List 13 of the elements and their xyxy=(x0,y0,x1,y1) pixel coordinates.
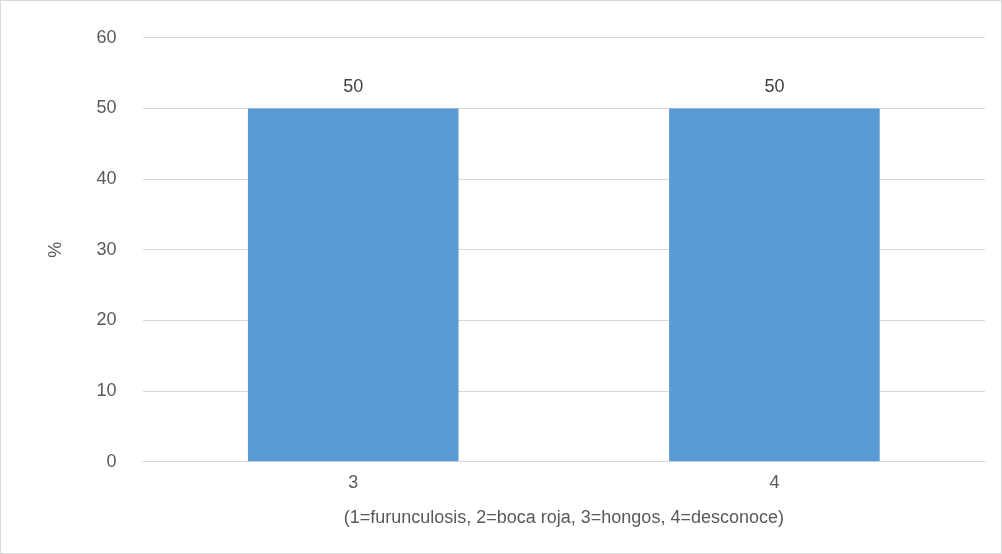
y-tick-label: 30 xyxy=(96,238,117,259)
x-axis-title: (1=furunculosis, 2=boca roja, 3=hongos, 4=desconoce) xyxy=(343,507,784,528)
y-tick-label: 0 xyxy=(106,450,117,471)
y-tick-label: 40 xyxy=(96,168,117,189)
data-label: 50 xyxy=(764,76,785,97)
y-axis-title: % xyxy=(44,241,65,258)
y-tick-label: 60 xyxy=(96,26,117,47)
x-tick-label: 4 xyxy=(769,471,780,492)
data-label: 50 xyxy=(343,76,364,97)
y-tick-label: 20 xyxy=(96,309,117,330)
y-tick-label: 50 xyxy=(96,97,117,118)
y-tick-label: 10 xyxy=(96,380,117,401)
x-tick-label: 3 xyxy=(348,471,359,492)
